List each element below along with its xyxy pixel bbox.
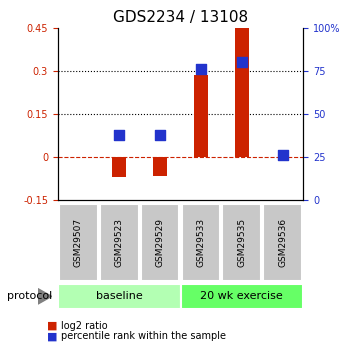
Text: protocol: protocol xyxy=(7,292,52,301)
Polygon shape xyxy=(38,289,52,304)
Text: GSM29529: GSM29529 xyxy=(156,218,165,267)
Text: GSM29523: GSM29523 xyxy=(115,218,123,267)
Text: baseline: baseline xyxy=(96,292,143,301)
Text: GSM29533: GSM29533 xyxy=(196,218,205,267)
Point xyxy=(116,132,122,137)
Text: ■: ■ xyxy=(47,321,57,331)
Text: GSM29536: GSM29536 xyxy=(278,218,287,267)
Bar xyxy=(235,28,249,157)
Bar xyxy=(112,157,126,177)
Point xyxy=(239,59,245,65)
Bar xyxy=(153,157,167,176)
Text: ■: ■ xyxy=(47,332,57,341)
Bar xyxy=(194,75,208,157)
Text: GDS2234 / 13108: GDS2234 / 13108 xyxy=(113,10,248,25)
Text: 20 wk exercise: 20 wk exercise xyxy=(200,292,283,301)
Text: percentile rank within the sample: percentile rank within the sample xyxy=(61,332,226,341)
Text: GSM29507: GSM29507 xyxy=(74,218,83,267)
Text: GSM29535: GSM29535 xyxy=(238,218,246,267)
Point xyxy=(280,152,286,158)
Point xyxy=(157,132,163,137)
Text: log2 ratio: log2 ratio xyxy=(61,321,108,331)
Point xyxy=(198,66,204,72)
